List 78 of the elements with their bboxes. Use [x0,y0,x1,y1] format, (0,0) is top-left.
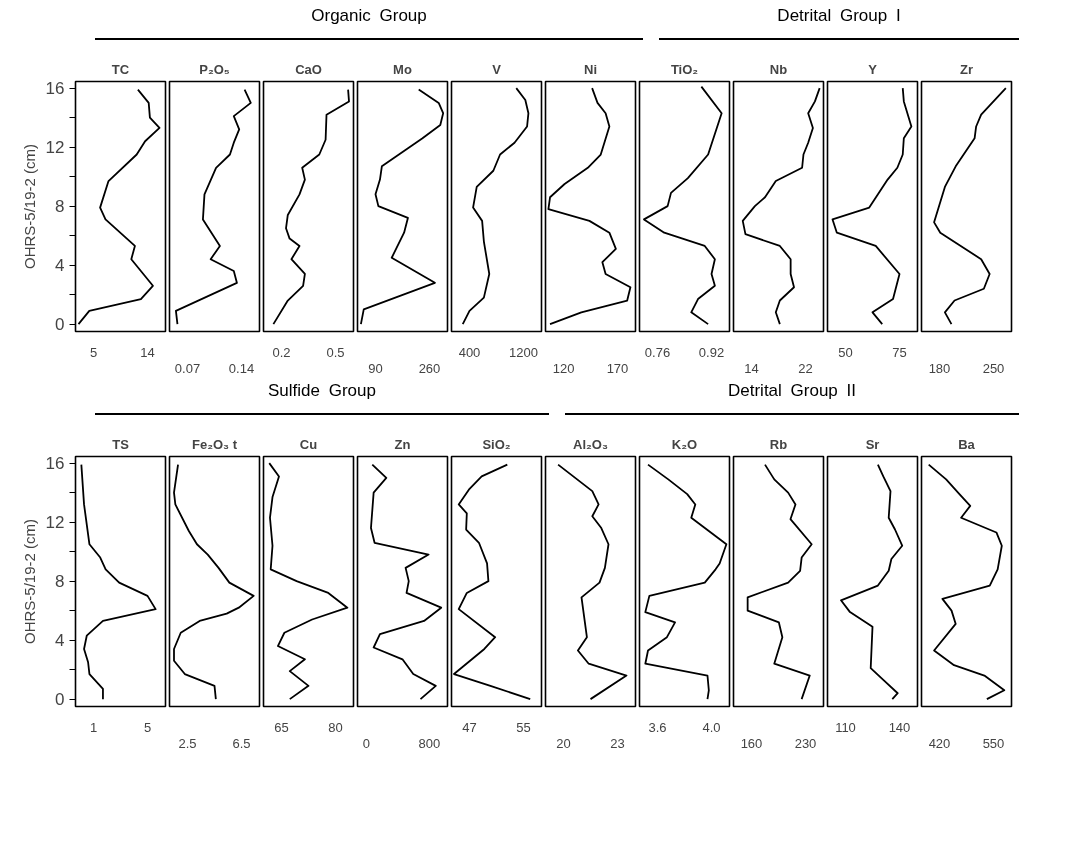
x-tick-label: 0.07 [174,360,201,376]
x-tick-label: 0.76 [644,344,671,360]
x-tick-label: 0.14 [228,360,255,376]
x-tick-label: 170 [606,360,629,376]
chart-title: Al₂O₃ [573,436,608,452]
chart-title: P₂O₅ [199,61,230,77]
x-tick-label: 230 [794,735,817,751]
x-tick-label: 0.2 [272,344,291,360]
x-tick-label: 2.5 [178,735,197,751]
chart-title: TC [111,61,130,77]
y-tick-label: 12 [45,513,65,533]
x-tick-label: 1 [89,719,98,735]
x-tick-label: 180 [928,360,951,376]
y-tick-label: 16 [45,79,65,99]
x-tick-label: 110 [835,719,856,735]
chart-title: K₂O [671,436,698,452]
y-tick-label: 16 [45,454,65,474]
chart-title: Y [868,61,878,77]
x-tick-label: 90 [368,360,383,376]
x-tick-label: 55 [516,719,531,735]
x-tick-label: 14 [744,360,759,376]
y-tick-label: 4 [55,631,65,651]
x-tick-label: 3.6 [648,719,667,735]
x-tick-label: 420 [928,735,951,751]
y-tick-label: 8 [55,197,65,217]
y-axis-title: OHRS-5/19-2 (cm) [20,518,38,645]
chart-title: Mo [393,61,412,77]
x-tick-label: 20 [556,735,571,751]
chart-title: Cu [299,436,318,452]
line-series [77,88,161,326]
chart-title: SiO₂ [482,436,511,452]
x-tick-label: 260 [418,360,441,376]
chart-title: Rb [769,436,788,452]
y-tick-label: 8 [55,572,65,592]
y-tick-label: 4 [55,256,65,276]
chart-title: V [492,61,502,77]
x-tick-label: 400 [458,344,481,360]
x-tick-label: 47 [462,719,477,735]
chart-title: Ba [958,436,976,452]
x-tick-label: 0.5 [326,344,345,360]
x-tick-label: 0 [362,735,371,751]
x-tick-label: 6.5 [232,735,251,751]
y-tick-label: 12 [45,138,65,158]
x-tick-label: 1200 [509,344,538,360]
x-tick-label: 65 [274,719,289,735]
x-tick-label: 160 [740,735,763,751]
x-tick-label: 250 [982,360,1005,376]
x-tick-label: 50 [838,344,853,360]
line-series [80,463,157,701]
text: Organic Group [311,5,427,27]
text: Detrital Group I [777,5,901,27]
chart-title: Ni [584,61,597,77]
chart-title: Zn [394,436,411,452]
chart-title: TiO₂ [670,61,699,77]
chart-title: Zr [960,61,973,77]
chart-title: CaO [295,61,322,77]
x-tick-label: 4.0 [702,719,721,735]
x-tick-label: 550 [982,735,1005,751]
x-tick-label: 5 [89,344,98,360]
x-tick-label: 14 [140,344,155,360]
x-tick-label: 0.92 [698,344,725,360]
y-tick-label: 0 [55,315,65,335]
x-tick-label: 23 [610,735,625,751]
chart-title: Sr [865,436,880,452]
x-tick-label: 5 [143,719,152,735]
chart-title: TS [112,436,130,452]
x-tick-label: 140 [888,719,911,735]
x-tick-label: 800 [418,735,441,751]
chart-title: Nb [769,61,788,77]
x-tick-label: 120 [552,360,575,376]
text: Sulfide Group [268,380,376,402]
x-tick-label: 22 [798,360,813,376]
y-axis-title: OHRS-5/19-2 (cm) [20,143,38,270]
chart-title: Fe₂O₃ t [191,436,238,452]
y-tick-label: 0 [55,690,65,710]
text: Detrital Group II [728,380,856,402]
x-tick-label: 80 [328,719,343,735]
x-tick-label: 75 [892,344,907,360]
